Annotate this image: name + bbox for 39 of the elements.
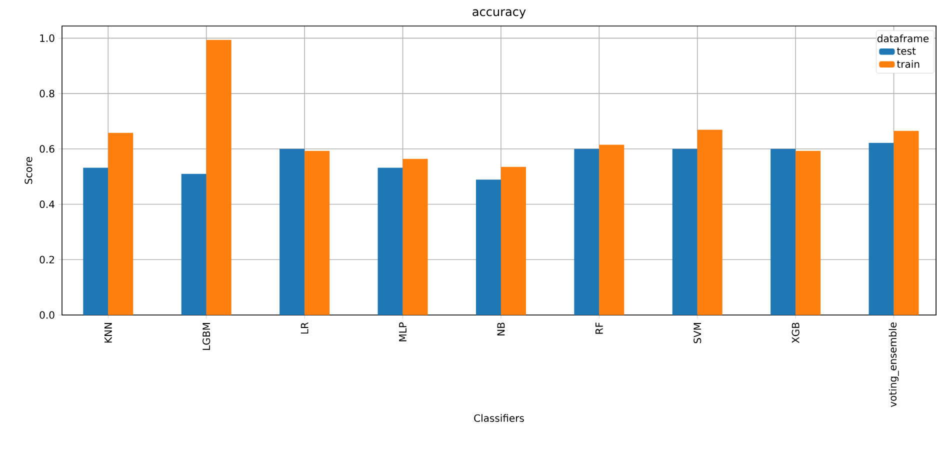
x-tick-label: NB [497, 322, 505, 336]
chart-title: accuracy [472, 9, 526, 19]
x-tick-label: XGB [792, 322, 800, 344]
x-tick-label: LGBM [202, 322, 210, 350]
bar [500, 166, 526, 315]
x-tick-label: RF [596, 322, 603, 334]
bar [599, 144, 624, 315]
bar [378, 168, 403, 315]
x-tick-label: voting_ensemble [888, 322, 899, 408]
bar [894, 130, 919, 315]
y-tick-label: 1.0 [40, 34, 54, 42]
bar [672, 148, 698, 315]
x-axis-title: Classifiers [474, 414, 524, 422]
y-axis-title: Score [24, 157, 32, 184]
bar [476, 180, 501, 315]
bar [181, 174, 206, 315]
bar [770, 148, 796, 315]
x-tick-label: LR [300, 322, 308, 334]
bar [108, 132, 134, 315]
y-tick-label: 0.0 [40, 311, 54, 319]
bar [574, 148, 600, 315]
legend-label: train [897, 60, 920, 68]
x-tick-label: SVM [694, 322, 702, 344]
x-tick-label: KNN [104, 323, 112, 343]
bar [697, 130, 722, 315]
y-tick-label: 0.6 [40, 145, 54, 153]
legend-label: test [897, 48, 916, 55]
bar [402, 158, 428, 315]
bar [83, 168, 108, 315]
bar [796, 150, 821, 315]
bar [280, 148, 305, 315]
y-tick-label: 0.8 [40, 90, 54, 98]
y-tick-label: 0.4 [40, 200, 54, 208]
x-tick-label: MLP [399, 322, 406, 342]
legend-title: dataframe [877, 34, 929, 42]
y-tick-label: 0.2 [40, 256, 54, 264]
bar [868, 142, 894, 315]
bar [304, 150, 330, 315]
bar [206, 40, 232, 315]
